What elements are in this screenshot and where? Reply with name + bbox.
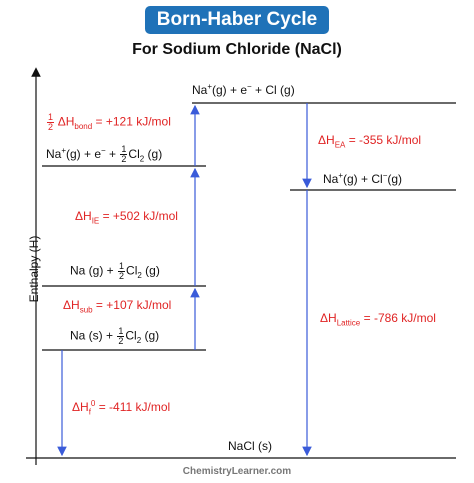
level-ions-label: Na+(g) + Cl−(g) (323, 171, 403, 186)
step-ea-label: ΔHEA = -355 kJ/mol (318, 133, 422, 150)
step-formation-label: ΔHf0 = -411 kJ/mol (72, 399, 171, 417)
level-top-label: Na+(g) + e− + Cl (g) (192, 82, 295, 97)
step-lattice-label: ΔHLattice = -786 kJ/mol (320, 311, 436, 328)
title-banner: Born-Haber Cycle (145, 6, 329, 34)
level-elements-label: Na (s) + 1 2 Cl2 (g) (70, 326, 160, 346)
footer-credit: ChemistryLearner.com (182, 466, 292, 477)
level-atomized-label: Na (g) + 1 2 Cl2 (g) (70, 261, 160, 281)
step-ie-label: ΔHIE = +502 kJ/mol (75, 209, 178, 226)
level-product-label: NaCl (s) (228, 439, 272, 453)
subtitle: For Sodium Chloride (NaCl) (132, 41, 342, 58)
step-sub-label: ΔHsub = +107 kJ/mol (63, 298, 172, 315)
level-ionized-label: Na+(g) + e− + 1 2 Cl2 (g) (46, 144, 163, 165)
